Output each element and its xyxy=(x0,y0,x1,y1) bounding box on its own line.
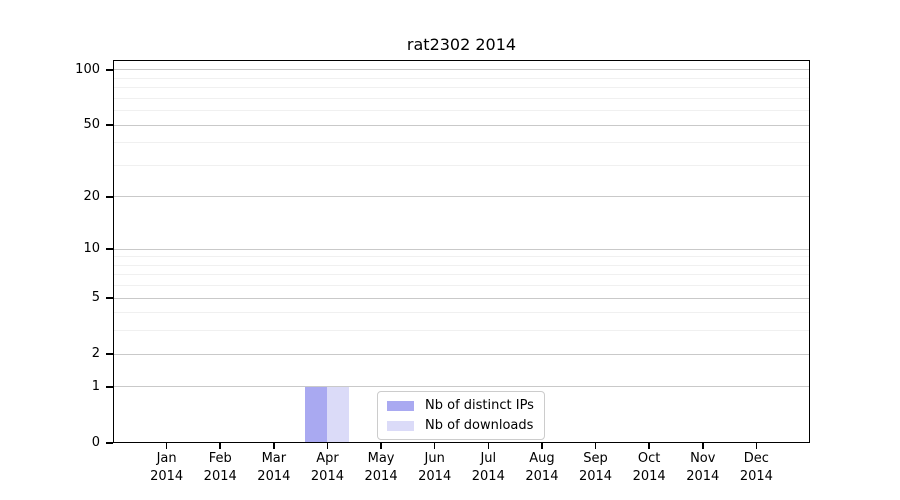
x-axis-tick-mark xyxy=(433,443,436,449)
x-axis-month-label: May xyxy=(367,451,395,466)
legend: Nb of distinct IPs Nb of downloads xyxy=(377,391,545,440)
x-axis-tick-mark xyxy=(755,443,758,449)
bar-nb-of-downloads xyxy=(327,386,350,443)
x-axis-tick-mark xyxy=(541,443,543,449)
x-axis-year-label: 2014 xyxy=(739,469,773,484)
y-gridline-minor xyxy=(113,256,810,258)
y-gridline-minor xyxy=(113,164,810,166)
y-gridline-minor xyxy=(113,142,810,144)
x-axis-tick-mark xyxy=(219,443,221,449)
y-axis-tick-mark xyxy=(106,248,113,250)
y-axis-tick-label: 10 xyxy=(83,241,100,257)
legend-item-downloads: Nb of downloads xyxy=(387,417,534,434)
y-axis-tick-mark xyxy=(106,442,113,444)
x-axis-year-label: 2014 xyxy=(257,469,291,484)
bar-nb-of-distinct-ips xyxy=(305,386,328,443)
x-axis-month-label: Oct xyxy=(637,451,661,466)
y-gridline-major xyxy=(113,248,810,250)
y-axis-tick-label: 100 xyxy=(75,61,100,77)
x-axis-tick-mark xyxy=(487,443,490,449)
x-axis-month-label: Jul xyxy=(480,451,497,466)
x-axis-month-label: Mar xyxy=(261,451,287,466)
y-gridline-minor xyxy=(113,110,810,112)
x-axis-year-label: 2014 xyxy=(310,469,344,484)
x-axis-year-label: 2014 xyxy=(203,469,237,484)
legend-label-distinct-ips: Nb of distinct IPs xyxy=(425,398,534,413)
y-axis-tick-label: 2 xyxy=(91,346,100,362)
y-axis-tick-label: 50 xyxy=(83,117,100,133)
x-axis-month-label: Aug xyxy=(529,451,555,466)
x-axis-year-label: 2014 xyxy=(418,469,452,484)
y-gridline-minor xyxy=(113,330,810,332)
y-gridline-major xyxy=(113,69,810,71)
y-gridline-major xyxy=(113,386,810,388)
y-gridline-major xyxy=(113,124,810,126)
x-axis-year-label: 2014 xyxy=(471,469,505,484)
x-axis-year-label: 2014 xyxy=(686,469,720,484)
x-axis-month-label: Jan xyxy=(156,451,177,466)
x-axis-month-label: Jun xyxy=(424,451,445,466)
x-axis-year-label: 2014 xyxy=(525,469,559,484)
x-axis-month-label: Feb xyxy=(208,451,232,466)
y-gridline-minor xyxy=(113,285,810,287)
x-axis-tick-mark xyxy=(165,443,168,449)
x-axis-year-label: 2014 xyxy=(578,469,613,484)
legend-swatch-downloads xyxy=(387,420,414,431)
y-gridline-minor xyxy=(113,264,810,266)
y-axis-tick-label: 20 xyxy=(83,188,100,204)
y-axis-tick-mark xyxy=(106,196,113,198)
x-axis-tick-mark xyxy=(380,443,382,449)
legend-label-downloads: Nb of downloads xyxy=(425,418,534,433)
x-axis-year-label: 2014 xyxy=(364,469,398,484)
y-axis-tick-label: 5 xyxy=(91,290,100,306)
legend-item-distinct-ips: Nb of distinct IPs xyxy=(387,397,534,414)
x-axis-month-label: Nov xyxy=(690,451,716,466)
y-gridline-major xyxy=(113,297,810,299)
y-axis-tick-mark xyxy=(106,353,113,355)
y-axis-tick-label: 0 xyxy=(91,435,100,450)
x-axis-month-label: Apr xyxy=(316,451,339,466)
x-axis-month-label: Dec xyxy=(743,451,769,466)
y-gridline-minor xyxy=(113,312,810,314)
chart-title: rat2302 2014 xyxy=(406,35,517,54)
x-axis-tick-mark xyxy=(648,443,650,449)
x-axis-tick-mark xyxy=(702,443,704,449)
y-axis-tick-label: 1 xyxy=(91,378,100,394)
x-axis-year-label: 2014 xyxy=(150,469,184,484)
y-gridline-minor xyxy=(113,97,810,99)
y-axis-tick-mark xyxy=(106,124,113,126)
y-gridline-minor xyxy=(113,274,810,276)
x-axis-tick-mark xyxy=(273,443,275,449)
x-axis-year-label: 2014 xyxy=(632,469,666,484)
x-axis-tick-mark xyxy=(326,443,329,449)
y-gridline-major xyxy=(113,353,810,355)
legend-swatch-distinct-ips xyxy=(387,400,414,411)
x-axis-tick-mark xyxy=(594,443,597,449)
y-axis-tick-mark xyxy=(106,297,113,299)
y-gridline-minor xyxy=(113,87,810,89)
y-gridline-minor xyxy=(113,77,810,79)
y-axis-tick-mark xyxy=(106,386,113,388)
y-axis-tick-mark xyxy=(106,69,113,71)
x-axis-month-label: Sep xyxy=(583,451,608,466)
y-gridline-major xyxy=(113,196,810,198)
